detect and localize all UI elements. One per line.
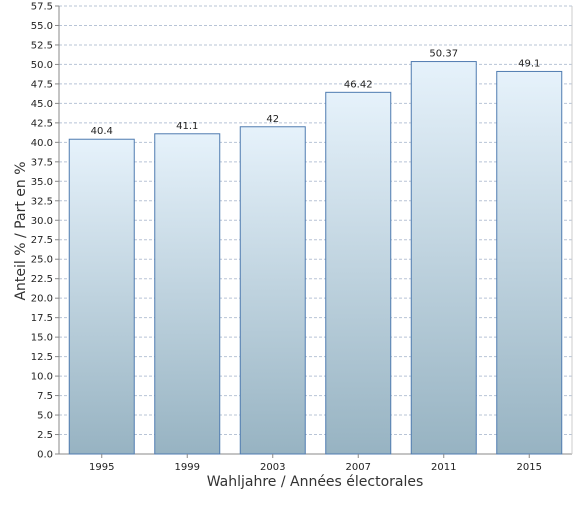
bar-2003 — [239, 126, 306, 455]
bar-1999 — [154, 133, 221, 455]
x-tick-label-1999: 1999 — [175, 462, 200, 473]
data-labels: 40.4 41.1 42 46.42 50.37 49.1 — [91, 49, 541, 138]
x-tick-label-2003: 2003 — [260, 462, 285, 473]
y-tick-label: 47.5 — [31, 79, 53, 90]
y-tick-label: 15.0 — [31, 333, 53, 344]
y-tick-label: 45.0 — [31, 99, 53, 110]
bar-1995 — [68, 138, 135, 455]
y-tick-label: 2.5 — [37, 430, 53, 441]
x-axis-title: Wahljahre / Années électorales — [207, 474, 424, 490]
data-label-2007: 46.42 — [344, 79, 373, 90]
axes — [58, 6, 573, 455]
x-tick-label-2011: 2011 — [431, 462, 456, 473]
y-tick-label: 35.0 — [31, 177, 53, 188]
y-tick-label: 42.5 — [31, 118, 53, 129]
y-tick-label: 57.5 — [31, 2, 53, 13]
y-tick-label: 30.0 — [31, 216, 53, 227]
y-tick-label: 27.5 — [31, 235, 53, 246]
data-label-1995: 40.4 — [91, 126, 113, 137]
y-tick-label: 12.5 — [31, 352, 53, 363]
y-tick-label: 0.0 — [37, 450, 53, 461]
y-tick-label: 37.5 — [31, 157, 53, 168]
y-tick-label: 20.0 — [31, 294, 53, 305]
y-tick-label: 52.5 — [31, 40, 53, 51]
y-tick-label: 40.0 — [31, 138, 53, 149]
y-tick-label: 7.5 — [37, 391, 53, 402]
bar-2007 — [325, 91, 392, 455]
y-tick-label: 5.0 — [37, 411, 53, 422]
y-tick-label: 10.0 — [31, 372, 53, 383]
x-tick-label-2015: 2015 — [517, 462, 542, 473]
y-tick-label: 25.0 — [31, 255, 53, 266]
bars — [68, 61, 563, 455]
bar-2011 — [410, 61, 477, 455]
data-label-2003: 42 — [266, 114, 279, 125]
y-tick-label: 17.5 — [31, 313, 53, 324]
bar-2015 — [496, 70, 563, 455]
x-tick-labels: 1995 1999 2003 2007 2011 2015 — [89, 454, 542, 473]
data-label-1999: 41.1 — [176, 121, 198, 132]
y-axis-title: Anteil % / Part en % — [13, 161, 29, 300]
y-tick-labels: 0.0 2.5 5.0 7.5 10.0 12.5 15.0 17.5 20.0 22.5 25.0… — [31, 2, 59, 461]
y-tick-label: 55.0 — [31, 21, 53, 32]
y-tick-label: 32.5 — [31, 196, 53, 207]
data-label-2015: 49.1 — [518, 58, 540, 69]
data-label-2011: 50.37 — [429, 49, 458, 60]
x-tick-label-2007: 2007 — [346, 462, 371, 473]
gridlines — [59, 5, 572, 436]
x-tick-label-1995: 1995 — [89, 462, 114, 473]
y-tick-label: 22.5 — [31, 274, 53, 285]
y-tick-label: 50.0 — [31, 60, 53, 71]
